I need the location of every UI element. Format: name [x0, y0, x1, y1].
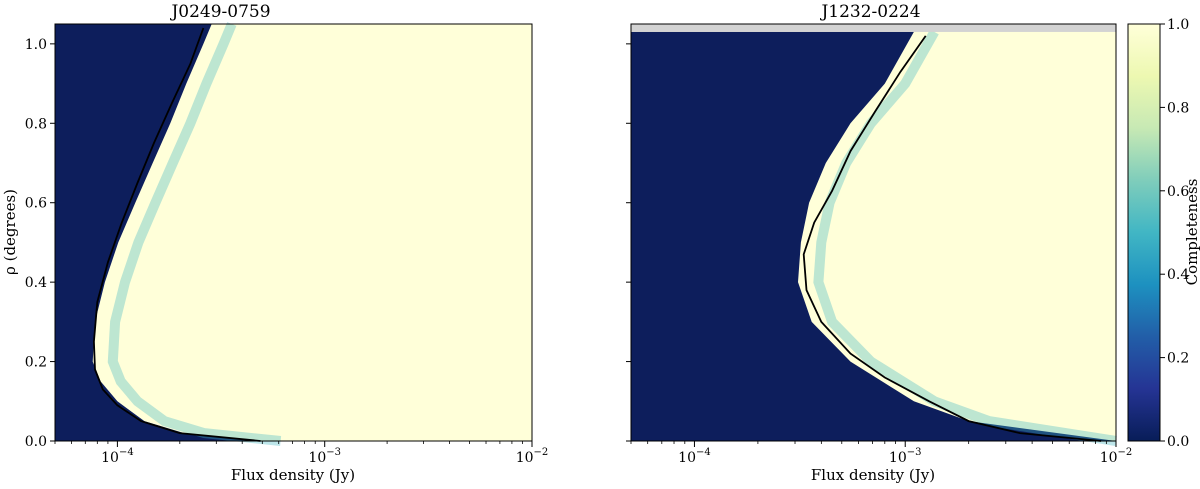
plot-frame	[630, 23, 1117, 442]
completeness-contour	[802, 35, 1102, 442]
panel-j1232: J1232-0224 10−4 10−3 10−2 Flux density (Jy…	[626, 2, 1132, 484]
colorbar-tick-label: 0.2	[1167, 351, 1189, 367]
x-tick-label: 10−2	[1100, 447, 1133, 466]
y-tick-label: 1.0	[25, 37, 47, 53]
colorbar-tick-label: 0.8	[1167, 100, 1189, 116]
low-completeness-region	[55, 24, 261, 441]
colorbar-tick-label: 1.0	[1167, 17, 1189, 33]
x-axis-label: Flux density (Jy)	[231, 466, 355, 484]
colorbar-label: Completeness	[1183, 179, 1200, 286]
heatmap-area	[55, 22, 532, 446]
colorbar-ticks: 0.0 0.2 0.4 0.6 0.8 1.0	[1160, 17, 1189, 450]
x-axis-ticks: 10−4 10−3 10−2	[630, 441, 1133, 466]
colorbar-frame	[1127, 23, 1161, 442]
colorbar-gradient	[1128, 24, 1160, 441]
y-axis-ticks	[626, 43, 631, 442]
y-axis-ticks: 0.0 0.2 0.4 0.6 0.8 1.0	[25, 37, 55, 450]
y-tick-label: 0.0	[25, 434, 47, 450]
colorbar-tick-label: 0.0	[1167, 434, 1189, 450]
y-tick-label: 0.2	[25, 355, 47, 371]
panel-title: J1232-0224	[819, 2, 920, 22]
y-axis-label: ρ (degrees)	[1, 189, 19, 275]
colorbar-tick-label: 0.6	[1167, 184, 1189, 200]
x-axis-ticks: 10−4 10−3 10−2	[54, 441, 549, 466]
transition-band	[813, 29, 1117, 446]
colorbar: 0.0 0.2 0.4 0.6 0.8 1.0 Completeness	[1127, 17, 1200, 450]
no-data-band	[631, 24, 1116, 32]
colorbar-tick-label: 0.4	[1167, 267, 1189, 283]
completeness-contour	[92, 27, 261, 442]
y-tick-label: 0.4	[25, 275, 47, 291]
y-tick-label: 0.8	[25, 116, 47, 132]
plot-frame	[54, 23, 533, 442]
panel-j0249: J0249-0759 0.00.20.40.60.81.0 10−4 10−3 10…	[1, 2, 548, 484]
x-axis-label: Flux density (Jy)	[811, 466, 935, 484]
y-tick-label: 0.6	[25, 196, 47, 212]
x-tick-label: 10−2	[516, 447, 549, 466]
x-tick-label: 10−4	[101, 447, 134, 466]
heatmap-area	[631, 24, 1117, 446]
x-tick-label: 10−3	[308, 447, 341, 466]
x-tick-label: 10−3	[889, 447, 922, 466]
panel-title: J0249-0759	[169, 2, 270, 22]
low-completeness-region	[631, 31, 1116, 442]
transition-band	[107, 22, 282, 446]
x-tick-label: 10−4	[678, 447, 711, 466]
